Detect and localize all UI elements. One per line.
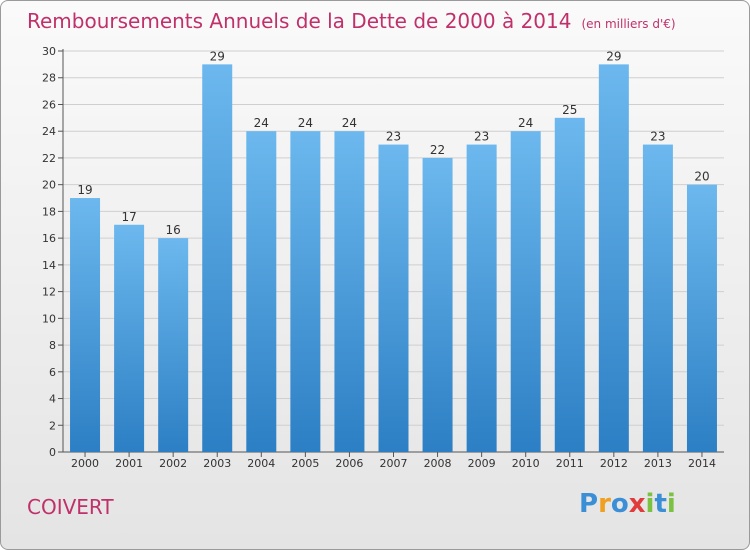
x-tick-label: 2004 xyxy=(247,457,275,470)
x-tick-label: 2003 xyxy=(203,457,231,470)
bar xyxy=(290,131,321,452)
x-tick-label: 2010 xyxy=(512,457,540,470)
y-tick-label: 22 xyxy=(42,152,56,165)
y-tick-label: 24 xyxy=(42,125,56,138)
bar xyxy=(642,144,673,453)
bar xyxy=(202,64,233,452)
bar xyxy=(114,224,145,452)
y-tick-label: 18 xyxy=(42,205,56,218)
bar xyxy=(686,184,717,452)
y-tick-label: 20 xyxy=(42,179,56,192)
bar xyxy=(598,64,629,452)
bars xyxy=(70,64,717,453)
y-tick-label: 14 xyxy=(42,259,56,272)
y-tick-label: 2 xyxy=(49,419,56,432)
bar xyxy=(422,157,453,452)
bar-value-label: 19 xyxy=(77,183,92,197)
x-tick-label: 2006 xyxy=(335,457,363,470)
bar-value-label: 23 xyxy=(386,130,401,144)
x-tick-label: 2014 xyxy=(688,457,716,470)
x-tick-label: 2012 xyxy=(600,457,628,470)
bar-value-label: 23 xyxy=(474,130,489,144)
bar xyxy=(466,144,497,453)
y-tick-label: 28 xyxy=(42,72,56,85)
x-tick-label: 2009 xyxy=(468,457,496,470)
bar-value-label: 29 xyxy=(210,49,225,63)
y-tick-label: 10 xyxy=(42,312,56,325)
chart-subtitle: (en milliers d'€) xyxy=(581,17,676,31)
x-tick-label: 2002 xyxy=(159,457,187,470)
logo-letter: P xyxy=(579,489,599,519)
bar xyxy=(334,131,365,452)
y-tick-label: 0 xyxy=(49,446,56,459)
bar-value-label: 29 xyxy=(606,49,621,63)
bar xyxy=(70,198,101,452)
bar xyxy=(378,144,409,453)
x-tick-label: 2001 xyxy=(115,457,143,470)
bar xyxy=(554,117,585,452)
x-tick-label: 2011 xyxy=(556,457,584,470)
commune-name: COIVERT xyxy=(27,495,114,519)
bar-value-label: 24 xyxy=(254,116,269,130)
labels: 0246810121416182022242628301920001720011… xyxy=(42,45,716,470)
bar-value-label: 24 xyxy=(298,116,313,130)
y-tick-label: 26 xyxy=(42,98,56,111)
bar-value-label: 25 xyxy=(562,103,577,117)
y-tick-label: 4 xyxy=(49,393,56,406)
bar xyxy=(510,131,541,452)
y-tick-label: 12 xyxy=(42,286,56,299)
logo-letter: t xyxy=(654,489,667,519)
chart-title-text: Remboursements Annuels de la Dette de 20… xyxy=(27,9,572,33)
logo-letter: r xyxy=(598,489,611,519)
chart-title: Remboursements Annuels de la Dette de 20… xyxy=(27,9,676,33)
x-tick-label: 2013 xyxy=(644,457,672,470)
logo-letter: o xyxy=(610,489,629,519)
x-tick-label: 2008 xyxy=(424,457,452,470)
logo-letter: i xyxy=(666,489,676,519)
proxiti-logo: Proxiti xyxy=(579,489,676,519)
bar-value-label: 20 xyxy=(694,170,709,184)
bar-value-label: 23 xyxy=(650,130,665,144)
y-tick-label: 16 xyxy=(42,232,56,245)
x-tick-label: 2005 xyxy=(291,457,319,470)
bar-value-label: 24 xyxy=(518,116,533,130)
bar-value-label: 17 xyxy=(121,210,136,224)
y-tick-label: 8 xyxy=(49,339,56,352)
bar-value-label: 22 xyxy=(430,143,445,157)
bar xyxy=(158,238,189,452)
logo-letter: i xyxy=(645,489,655,519)
y-tick-label: 30 xyxy=(42,45,56,58)
bar-value-label: 24 xyxy=(342,116,357,130)
y-tick-label: 6 xyxy=(49,366,56,379)
logo-letter: x xyxy=(628,489,646,519)
bar xyxy=(246,131,277,452)
x-tick-label: 2007 xyxy=(380,457,408,470)
x-tick-label: 2000 xyxy=(71,457,99,470)
bar-value-label: 16 xyxy=(166,223,181,237)
